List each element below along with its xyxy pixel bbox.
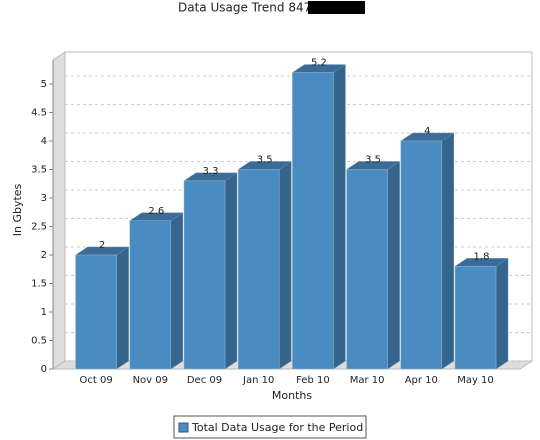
value-label: 2.6: [148, 206, 164, 217]
bar-side: [387, 161, 400, 370]
bar: [454, 266, 497, 370]
bar: [292, 72, 334, 370]
bar: [346, 169, 388, 370]
value-label: 1.8: [474, 251, 490, 262]
y-tick-label: 2.5: [31, 222, 47, 233]
bar-side: [495, 257, 509, 370]
value-label: 5.2: [311, 58, 327, 69]
bar: [75, 254, 117, 370]
y-tick-label: 0: [41, 364, 47, 375]
x-tick-label: Mar 10: [350, 375, 385, 386]
bar: [237, 169, 280, 370]
x-tick-label: Nov 09: [133, 375, 168, 386]
value-label: 2: [99, 240, 105, 251]
y-tick-label: 0.5: [31, 336, 47, 347]
y-tick-label: 4: [41, 136, 47, 147]
legend-label: Total Data Usage for the Period: [191, 421, 363, 434]
bar-side: [441, 132, 455, 370]
value-label: 4: [424, 126, 430, 137]
y-tick-label: 1: [41, 307, 47, 318]
side-wall: [52, 51, 66, 370]
x-tick-label: Feb 10: [296, 375, 330, 386]
x-tick-label: Jan 10: [242, 375, 274, 386]
x-tick-label: Dec 09: [187, 375, 222, 386]
chart-title: Data Usage Trend 847-: [178, 1, 316, 15]
x-axis-label: Months: [272, 389, 312, 402]
legend-box: [173, 415, 367, 439]
bar: [400, 140, 443, 370]
legend: Total Data Usage for the Period: [173, 415, 367, 439]
y-tick-label: 1.5: [31, 279, 47, 290]
bar-side: [333, 64, 346, 370]
y-tick-label: 3.5: [31, 165, 47, 176]
bar-side: [116, 246, 129, 370]
value-label: 3.5: [257, 155, 273, 166]
value-label: 3.3: [203, 166, 219, 177]
legend-swatch: [178, 422, 189, 433]
bar: [183, 180, 226, 370]
x-tick-label: Oct 09: [79, 375, 112, 386]
y-axis-label: In Gbytes: [11, 183, 24, 236]
y-tick-label: 3: [41, 193, 47, 204]
bar-side: [278, 161, 292, 370]
y-tick-label: 5: [41, 79, 47, 90]
y-tick-label: 4.5: [31, 108, 47, 119]
redaction: [308, 1, 365, 14]
x-tick-label: Apr 10: [405, 375, 438, 386]
y-tick-label: 2: [41, 250, 47, 261]
bar-side: [170, 212, 184, 370]
bar: [129, 220, 172, 370]
bar-side: [224, 172, 238, 370]
x-tick-label: May 10: [457, 375, 494, 386]
value-label: 3.5: [365, 155, 381, 166]
